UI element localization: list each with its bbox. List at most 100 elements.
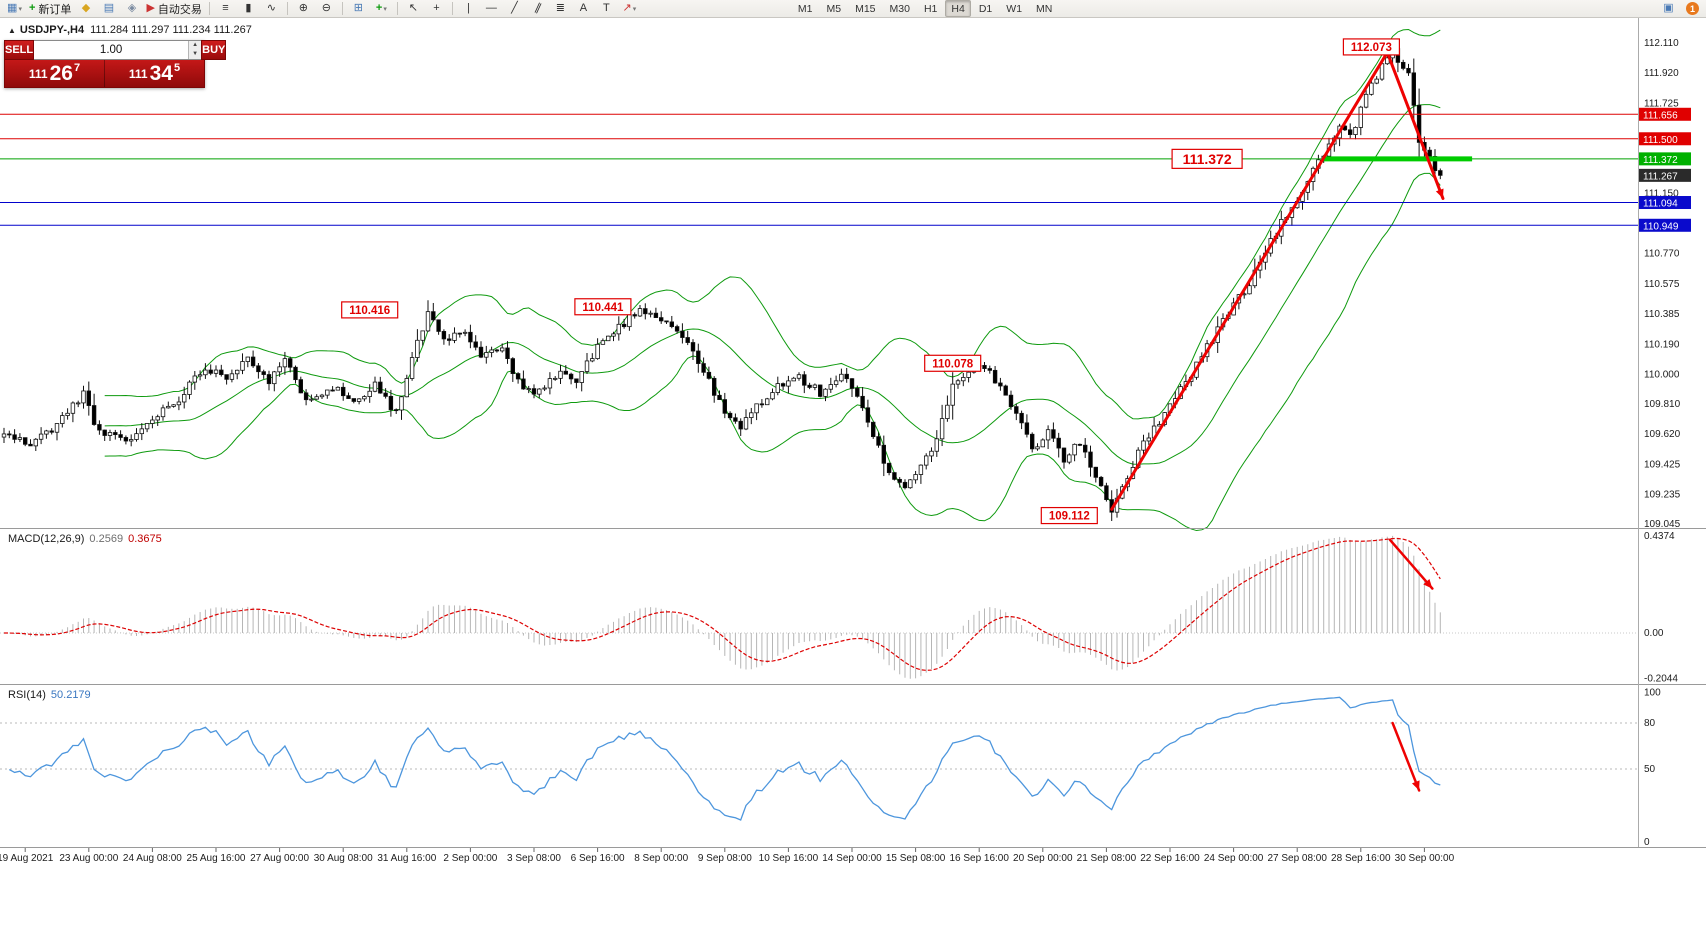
zoom-in-button[interactable]: ⊕ [292, 0, 315, 18]
volume-field[interactable]: ▲ ▼ [34, 40, 202, 60]
profiles-button[interactable]: ◆ [74, 0, 97, 18]
sell-price[interactable]: 111 26 7 [5, 60, 105, 87]
new-order-label: 新订单 [38, 3, 72, 16]
macd-value: 0.2569 [89, 533, 124, 545]
bar-chart-icon: ≡ [222, 2, 229, 14]
svg-text:28 Sep 16:00: 28 Sep 16:00 [1331, 853, 1391, 864]
svg-text:21 Sep 08:00: 21 Sep 08:00 [1077, 853, 1137, 864]
zoom-out-button[interactable]: ⊖ [315, 0, 338, 18]
tile-windows-icon: ⊞ [353, 2, 364, 14]
macd-signal-value: 0.3675 [128, 533, 162, 545]
sell-button[interactable]: SELL [4, 40, 35, 60]
svg-text:112.110: 112.110 [1644, 38, 1679, 49]
profiles-icon: ◆ [81, 2, 91, 14]
svg-text:109.810: 109.810 [1644, 399, 1681, 410]
candlestick-chart-button[interactable]: ▮ [237, 0, 260, 18]
timeframe-m30[interactable]: M30 [889, 2, 910, 15]
macd-label: MACD(12,26,9) 0.2569 0.3675 [8, 533, 162, 545]
buy-button[interactable]: BUY [201, 40, 227, 60]
svg-text:110.441: 110.441 [582, 302, 624, 314]
horizontal-line-icon: — [485, 2, 497, 14]
svg-text:23 Aug 00:00: 23 Aug 00:00 [59, 853, 118, 864]
svg-text:112.073: 112.073 [1351, 42, 1392, 54]
horizontal-line-button[interactable]: — [480, 0, 503, 18]
toolbar-right: ▣ 1 [1657, 0, 1703, 18]
bar-chart-button[interactable]: ≡ [214, 0, 237, 18]
svg-text:110.575: 110.575 [1644, 279, 1680, 290]
autotrading-label: 自动交易 [157, 3, 202, 16]
chevron-down-icon: ▾ [18, 5, 22, 13]
market-watch-button[interactable]: ▤ [97, 0, 120, 18]
text-label-icon: T [603, 2, 610, 14]
collapse-trade-panel-icon[interactable]: ▲ [8, 26, 16, 35]
timeframe-w1[interactable]: W1 [1006, 2, 1023, 15]
svg-text:20 Sep 00:00: 20 Sep 00:00 [1013, 853, 1073, 864]
svg-text:111.656: 111.656 [1643, 110, 1678, 121]
arrows-button[interactable]: ↗ ▾ [618, 0, 641, 18]
new-chart-button[interactable]: ▦ ▾ [3, 0, 26, 18]
crosshair-icon: + [433, 2, 440, 14]
price-axis[interactable]: 112.110 111.920 111.725 111.150 110.770 110.5… [1639, 38, 1691, 848]
autotrading-button[interactable]: ▶ 自动交易 [143, 0, 204, 18]
text-button[interactable]: A [572, 0, 595, 18]
autotrading-icon: ▶ [146, 2, 155, 14]
svg-text:110.000: 110.000 [1644, 369, 1680, 380]
timeframe-m1[interactable]: M1 [797, 2, 813, 15]
trade-panel-price-row: 111 26 7 111 34 5 [4, 60, 205, 88]
line-chart-icon: ∿ [266, 2, 277, 14]
toolbar-separator [451, 2, 453, 15]
svg-text:109.425: 109.425 [1644, 460, 1681, 471]
svg-text:24 Sep 00:00: 24 Sep 00:00 [1204, 853, 1264, 864]
arrow-object-icon: ↗ [622, 2, 632, 14]
svg-text:111.725: 111.725 [1644, 98, 1679, 109]
svg-text:25 Aug 16:00: 25 Aug 16:00 [187, 853, 246, 864]
tile-windows-button[interactable]: ⊞ [347, 0, 370, 18]
time-axis[interactable]: 19 Aug 2021 23 Aug 00:00 24 Aug 08:00 25 Au… [0, 848, 1455, 864]
svg-text:110.385: 110.385 [1644, 309, 1680, 320]
svg-text:27 Aug 00:00: 27 Aug 00:00 [250, 853, 309, 864]
macd-name: MACD(12,26,9) [8, 533, 85, 545]
text-label-button[interactable]: T [595, 0, 618, 18]
volume-down-icon[interactable]: ▼ [189, 50, 202, 59]
timeframe-mn[interactable]: MN [1036, 2, 1053, 15]
toolbar: ▦ ▾ + 新订单 ◆ ▤ ◈ ▶ 自动交易 ≡ ▮ ∿ ⊕ ⊖ ⊞ + ▾ ↖ +… [0, 0, 1706, 18]
trade-panel-top-row: SELL ▲ ▼ BUY [4, 40, 227, 60]
buy-price[interactable]: 111 34 5 [128, 61, 181, 85]
channel-button[interactable]: ∥ [526, 0, 549, 18]
indicators-icon: + [375, 2, 383, 14]
trendline-button[interactable]: ╱ [503, 0, 526, 18]
vertical-line-button[interactable]: | [457, 0, 480, 18]
volume-input[interactable] [34, 41, 189, 59]
trend-arrows[interactable] [1110, 50, 1445, 792]
bollinger-bands [104, 28, 1441, 532]
rsi-value: 50.2179 [50, 689, 91, 701]
svg-text:22 Sep 16:00: 22 Sep 16:00 [1140, 853, 1200, 864]
cursor-button[interactable]: ↖ [402, 0, 425, 18]
svg-text:110.949: 110.949 [1643, 221, 1679, 232]
svg-text:30 Aug 08:00: 30 Aug 08:00 [314, 853, 373, 864]
crosshair-button[interactable]: + [425, 0, 448, 18]
notifications-badge[interactable]: 1 [1686, 2, 1699, 15]
chevron-down-icon: ▾ [632, 5, 637, 13]
zoom-out-icon: ⊖ [321, 2, 332, 14]
svg-text:27 Sep 08:00: 27 Sep 08:00 [1267, 853, 1327, 864]
timeframe-h1[interactable]: H1 [923, 2, 938, 15]
navigator-button[interactable]: ◈ [120, 0, 143, 18]
timeframe-m15[interactable]: M15 [855, 2, 876, 15]
new-order-button[interactable]: + 新订单 [26, 0, 74, 18]
timeframe-m5[interactable]: M5 [826, 2, 842, 15]
line-chart-button[interactable]: ∿ [260, 0, 283, 18]
indicators-button[interactable]: + ▾ [370, 0, 393, 18]
timeframe-group: M1 M5 M15 M30 H1 H4 D1 W1 MN [791, 0, 1059, 17]
volume-up-icon[interactable]: ▲ [189, 41, 202, 50]
svg-text:14 Sep 00:00: 14 Sep 00:00 [822, 853, 882, 864]
price-callouts[interactable]: 112.073 111.372 110.416 110.441 110.078 109.1… [341, 38, 1401, 525]
svg-text:110.770: 110.770 [1644, 248, 1680, 259]
timeframe-d1[interactable]: D1 [978, 2, 993, 15]
fibonacci-button[interactable]: ≣ [549, 0, 572, 18]
svg-text:109.235: 109.235 [1644, 489, 1681, 500]
toolbar-separator [341, 2, 343, 15]
timeframe-h4[interactable]: H4 [945, 0, 971, 17]
quick-settings-button[interactable]: ▣ [1657, 0, 1680, 18]
